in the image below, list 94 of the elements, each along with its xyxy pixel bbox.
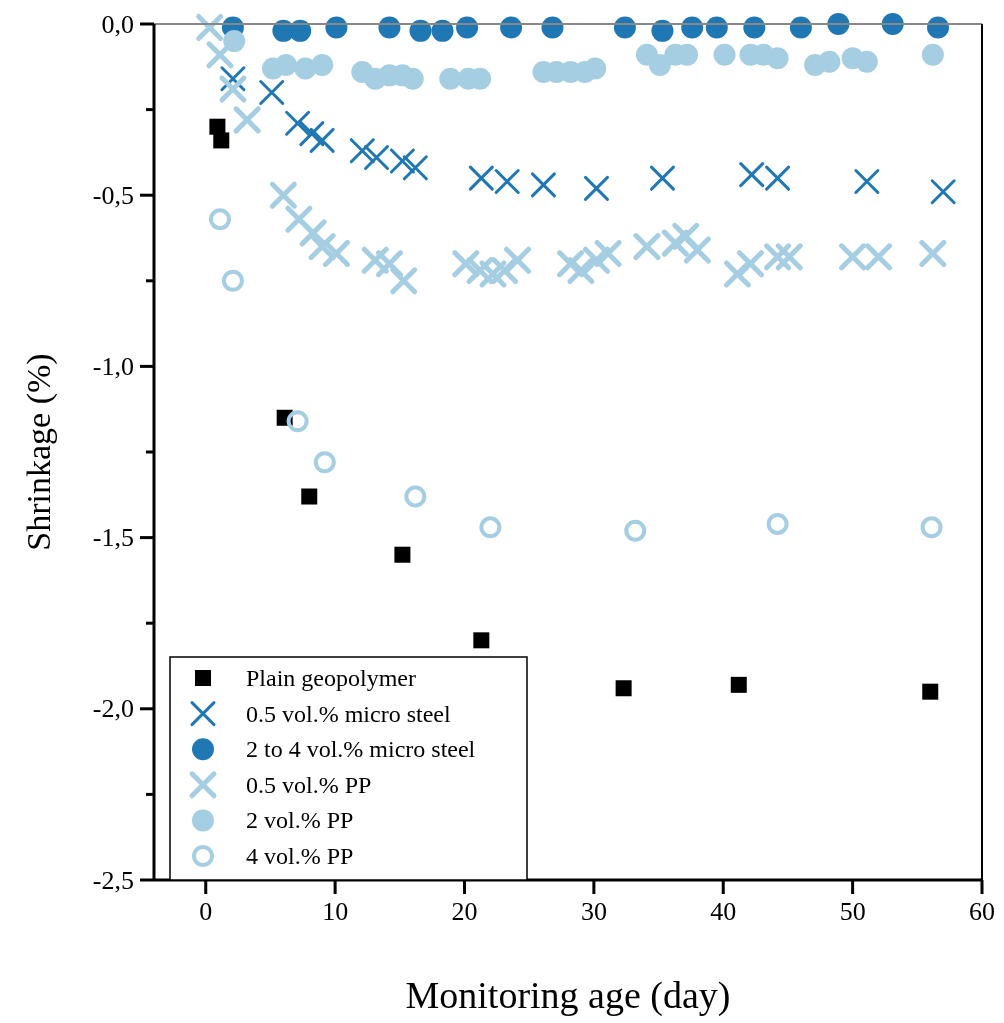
point bbox=[468, 165, 494, 191]
point bbox=[479, 516, 502, 539]
point bbox=[765, 165, 791, 191]
point bbox=[401, 67, 424, 90]
point bbox=[584, 57, 607, 80]
point bbox=[775, 243, 803, 271]
point bbox=[219, 75, 247, 103]
point bbox=[567, 257, 595, 285]
point bbox=[583, 175, 609, 201]
point bbox=[633, 233, 661, 261]
point bbox=[286, 410, 309, 433]
point bbox=[764, 243, 792, 271]
point bbox=[394, 546, 411, 563]
x-axis-title: Monitoring age (day) bbox=[405, 974, 731, 1017]
point bbox=[920, 516, 943, 539]
point bbox=[285, 205, 313, 233]
point bbox=[648, 54, 671, 77]
point bbox=[649, 165, 675, 191]
point bbox=[289, 19, 312, 42]
x-tick-label: 20 bbox=[451, 897, 478, 926]
point bbox=[285, 110, 311, 136]
point bbox=[736, 250, 764, 278]
y-tick-label: -1,0 bbox=[92, 351, 134, 381]
y-tick-label: -2,5 bbox=[92, 865, 134, 895]
x-tick-label: 40 bbox=[710, 897, 737, 926]
point bbox=[409, 19, 432, 42]
point bbox=[854, 169, 880, 194]
point bbox=[930, 179, 956, 205]
point bbox=[922, 683, 939, 700]
point bbox=[299, 121, 325, 147]
x-tick-label: 0 bbox=[199, 897, 213, 926]
point bbox=[309, 127, 335, 153]
point bbox=[494, 169, 520, 194]
legend-label: 0.5 vol.% PP bbox=[246, 771, 372, 798]
point bbox=[221, 269, 244, 292]
point bbox=[473, 632, 490, 649]
y-tick-label: -2,0 bbox=[92, 694, 134, 724]
point bbox=[615, 680, 632, 697]
point bbox=[299, 219, 327, 247]
legend-label: 0.5 vol.% micro steel bbox=[246, 700, 451, 727]
point bbox=[213, 132, 230, 149]
point bbox=[404, 485, 427, 508]
point bbox=[766, 47, 789, 70]
point bbox=[375, 250, 403, 278]
point bbox=[208, 208, 231, 231]
point bbox=[651, 19, 674, 42]
point bbox=[322, 239, 350, 267]
legend-label: 2 to 4 vol.% micro steel bbox=[246, 736, 476, 763]
point bbox=[389, 148, 415, 174]
point bbox=[402, 155, 428, 181]
point bbox=[349, 138, 375, 164]
x-tick-label: 10 bbox=[322, 897, 349, 926]
legend-label: Plain geopolymer bbox=[246, 665, 416, 691]
point bbox=[431, 19, 454, 42]
point bbox=[594, 239, 622, 267]
point bbox=[206, 41, 234, 69]
point bbox=[233, 106, 261, 134]
x-tick-label: 50 bbox=[839, 897, 866, 926]
point bbox=[723, 260, 751, 288]
y-axis-title: Shrinkage (%) bbox=[20, 353, 58, 551]
point bbox=[479, 260, 507, 288]
point bbox=[259, 79, 285, 105]
point bbox=[311, 54, 334, 77]
point bbox=[390, 267, 418, 295]
y-tick-label: -1,5 bbox=[92, 523, 134, 553]
point bbox=[223, 30, 246, 53]
point bbox=[624, 519, 647, 542]
point bbox=[361, 246, 389, 274]
point bbox=[196, 13, 224, 41]
legend-label: 4 vol.% PP bbox=[246, 843, 354, 869]
point bbox=[730, 676, 747, 693]
point bbox=[919, 239, 947, 267]
point bbox=[530, 172, 556, 198]
point bbox=[452, 250, 480, 278]
point bbox=[921, 43, 944, 66]
point bbox=[504, 246, 532, 274]
point bbox=[672, 222, 700, 250]
point bbox=[713, 43, 736, 66]
point bbox=[274, 54, 297, 77]
x-tick-label: 60 bbox=[969, 897, 995, 926]
legend-label: 2 vol.% PP bbox=[246, 807, 354, 834]
y-tick-label: 0,0 bbox=[101, 9, 134, 39]
point bbox=[855, 50, 878, 73]
point bbox=[364, 145, 390, 171]
point bbox=[301, 488, 318, 505]
point bbox=[313, 451, 336, 474]
point bbox=[269, 181, 297, 209]
y-tick-label: -0,5 bbox=[92, 180, 134, 210]
point bbox=[766, 512, 789, 535]
point bbox=[308, 233, 336, 261]
x-tick-label: 30 bbox=[580, 897, 607, 926]
point bbox=[439, 67, 462, 90]
point bbox=[739, 162, 765, 188]
point bbox=[818, 50, 841, 73]
